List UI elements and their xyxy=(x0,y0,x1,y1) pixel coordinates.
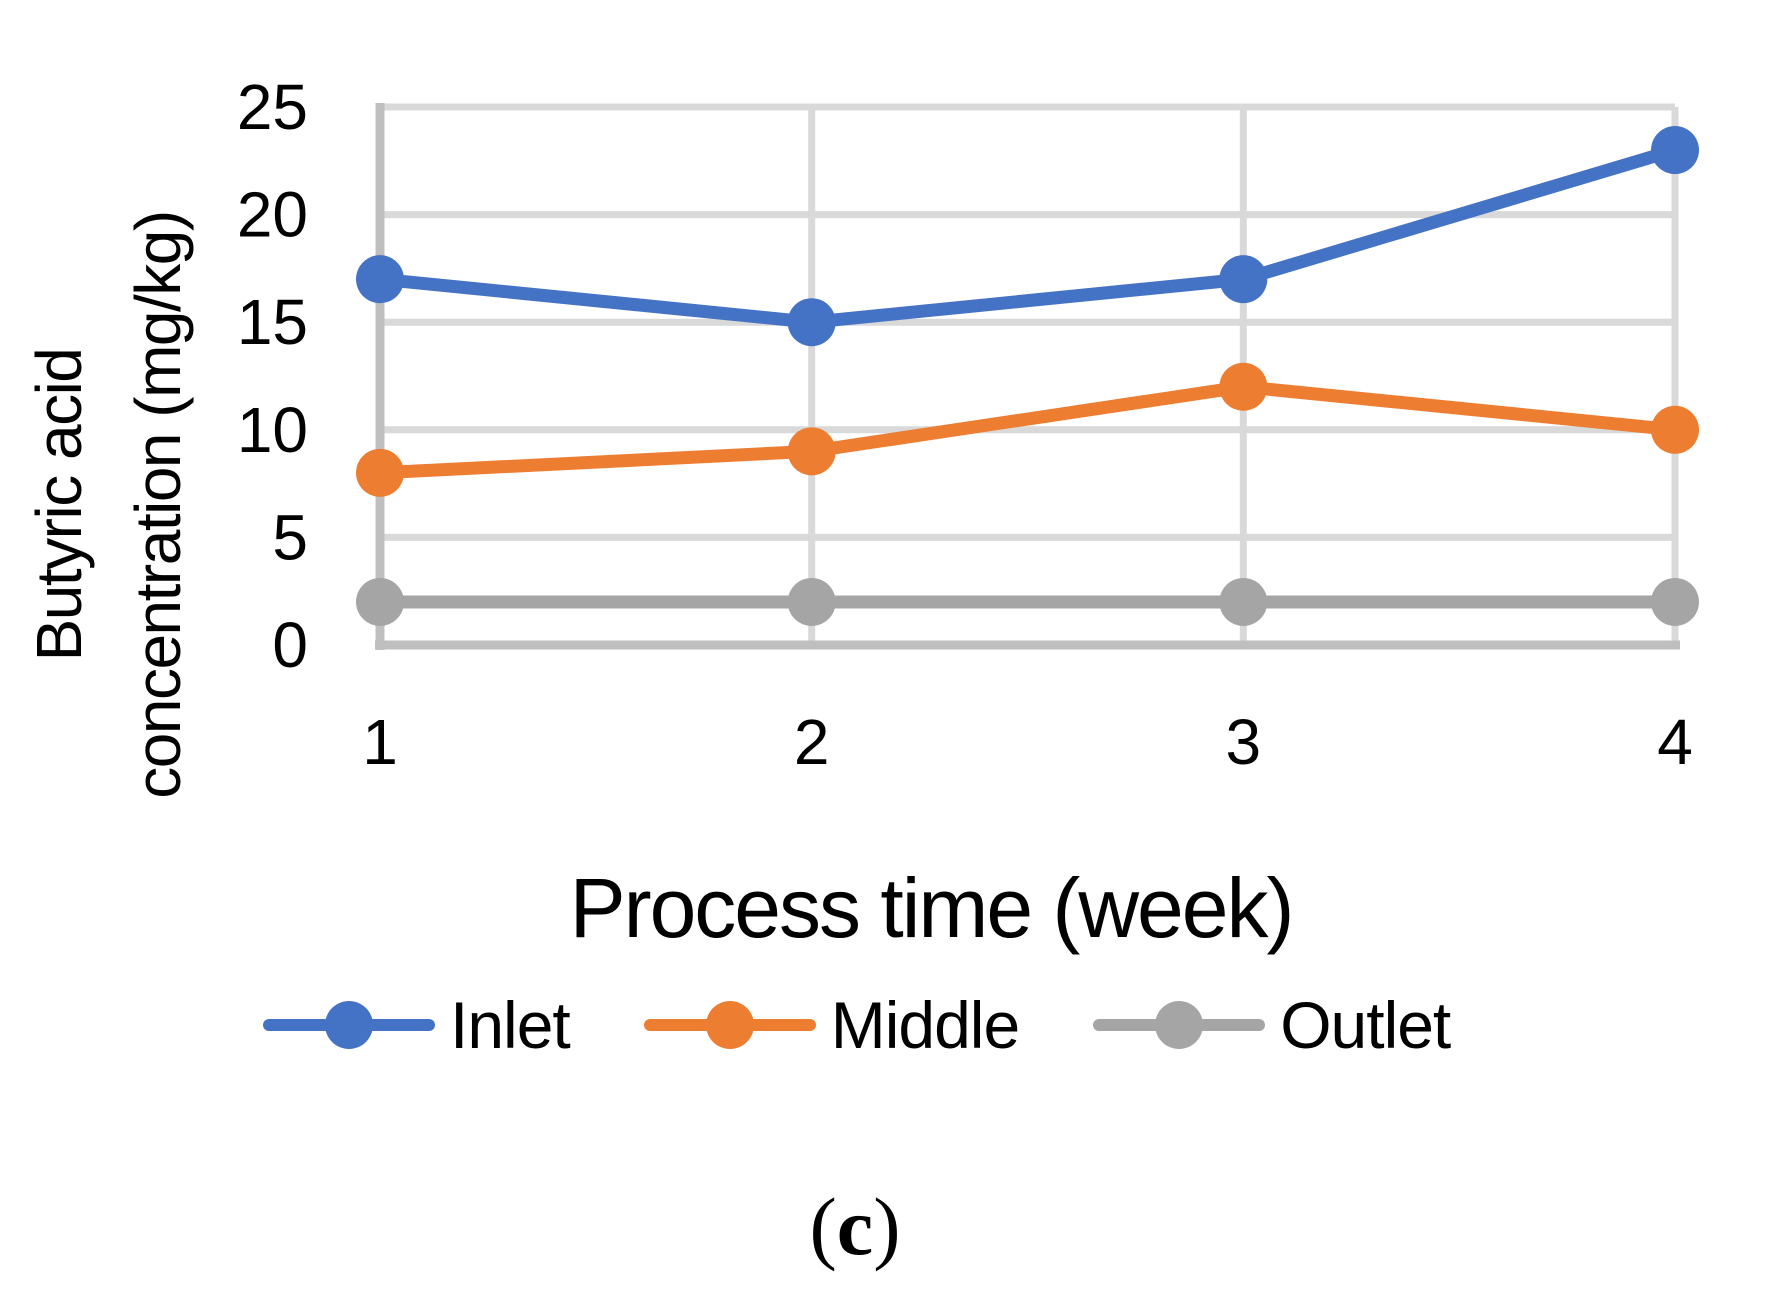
y-axis-title-line1: Butyric acid xyxy=(23,348,95,662)
x-tick-label-4: 4 xyxy=(1657,706,1693,778)
caption-paren-close: ) xyxy=(873,1181,901,1272)
legend-line-marker-icon-outlet xyxy=(1093,1000,1266,1050)
data-point-middle-week-2 xyxy=(787,427,836,476)
series-line-middle xyxy=(373,380,1682,480)
y-tick-label-20: 20 xyxy=(237,179,308,251)
legend-swatch-dot-outlet xyxy=(1155,1001,1204,1049)
data-point-middle-week-4 xyxy=(1651,405,1699,454)
data-point-outlet-week-2 xyxy=(787,577,836,626)
y-axis-title: Butyric acid concentration (mg/kg) xyxy=(10,150,214,860)
data-point-inlet-week-4 xyxy=(1651,126,1699,175)
legend-item-inlet: Inlet xyxy=(263,987,571,1063)
data-point-outlet-week-1 xyxy=(356,577,404,626)
data-point-middle-week-1 xyxy=(356,448,404,497)
series-line-inlet xyxy=(373,143,1682,329)
x-axis-title: Process time (week) xyxy=(569,861,1295,955)
legend-label-inlet: Inlet xyxy=(450,988,571,1062)
data-point-inlet-week-2 xyxy=(787,298,836,347)
caption-letter: c xyxy=(836,1181,874,1272)
y-tick-label-15: 15 xyxy=(237,286,308,358)
legend-line-marker-icon-middle xyxy=(643,1000,816,1050)
legend-label-middle: Middle xyxy=(830,988,1020,1062)
y-tick-label-10: 10 xyxy=(237,394,308,466)
y-axis-title-line2: concentration (mg/kg) xyxy=(122,211,194,799)
y-tick-label-5: 5 xyxy=(272,501,308,573)
legend-item-middle: Middle xyxy=(643,987,1020,1063)
legend-line-marker-icon-inlet xyxy=(263,1000,435,1050)
data-point-inlet-week-1 xyxy=(356,255,404,304)
legend-swatch-dot-inlet xyxy=(325,1001,373,1049)
y-tick-label-25: 25 xyxy=(237,71,308,143)
x-tick-label-2: 2 xyxy=(794,706,830,778)
caption-paren-open: ( xyxy=(809,1181,837,1272)
x-tick-label-1: 1 xyxy=(362,706,398,778)
x-tick-label-3: 3 xyxy=(1226,706,1262,778)
data-point-inlet-week-3 xyxy=(1219,255,1268,304)
figure-caption: (c) xyxy=(705,1180,1005,1274)
legend-label-outlet: Outlet xyxy=(1280,988,1451,1062)
legend: Inlet Middle Outlet xyxy=(263,978,1451,1072)
data-point-outlet-week-4 xyxy=(1651,577,1699,626)
data-point-middle-week-3 xyxy=(1219,362,1268,411)
data-point-outlet-week-3 xyxy=(1219,577,1268,626)
legend-item-outlet: Outlet xyxy=(1093,987,1451,1063)
y-tick-label-0: 0 xyxy=(272,609,308,681)
legend-swatch-dot-middle xyxy=(705,1001,754,1049)
